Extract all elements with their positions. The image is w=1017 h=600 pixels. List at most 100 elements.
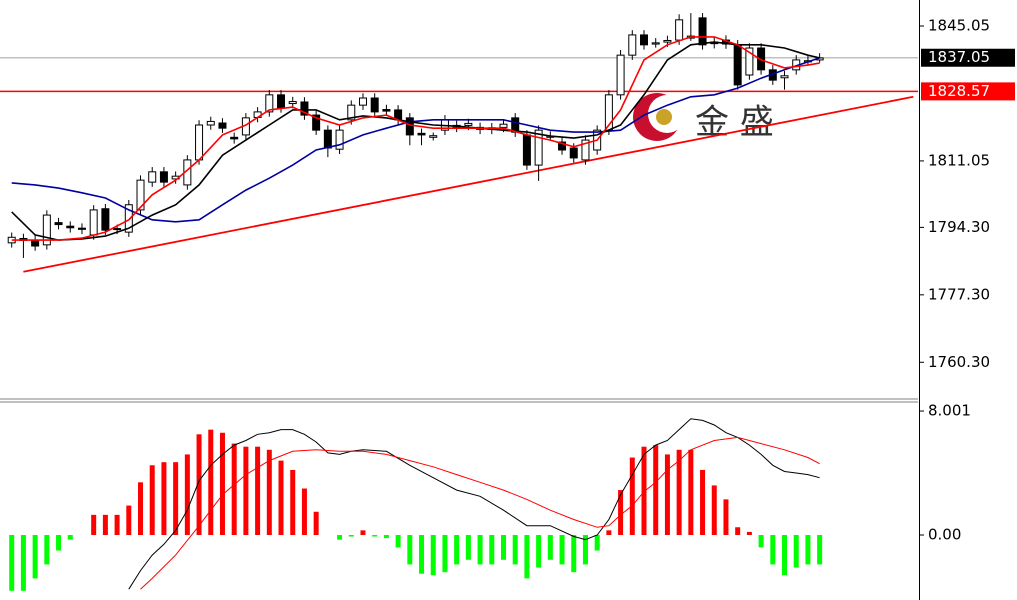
- price-label: 1828.57: [928, 82, 990, 100]
- candle-body: [733, 44, 742, 86]
- histogram-bar: [278, 460, 284, 535]
- histogram-bar: [594, 535, 600, 551]
- y-tick-label: 1777.30: [928, 285, 990, 303]
- candle-body: [499, 123, 508, 128]
- histogram-bar: [571, 535, 577, 573]
- candle-body: [780, 75, 789, 79]
- histogram-bar: [56, 535, 62, 551]
- histogram-bar: [149, 465, 155, 535]
- macd-line: [128, 418, 820, 590]
- candle-body: [640, 34, 649, 46]
- candle-body: [569, 147, 578, 159]
- candle-body: [628, 34, 637, 56]
- candle-body: [698, 17, 707, 46]
- candle-body: [464, 122, 473, 126]
- histogram-bar: [313, 511, 319, 535]
- candle-body: [417, 132, 426, 136]
- candle-body: [113, 228, 122, 231]
- candle-body: [358, 97, 367, 106]
- histogram-bar: [582, 535, 588, 565]
- histogram-bar: [430, 535, 436, 576]
- histogram-bar: [67, 535, 73, 540]
- histogram-bar: [372, 535, 378, 537]
- histogram-bar: [442, 535, 448, 573]
- candle-body: [616, 54, 625, 96]
- candle-body: [757, 47, 766, 71]
- histogram-bar: [489, 535, 495, 565]
- candle-body: [558, 141, 567, 151]
- trendline: [23, 95, 914, 273]
- watermark: 金 盛: [695, 103, 774, 143]
- histogram-bar: [805, 535, 811, 565]
- histogram-bar: [547, 535, 553, 560]
- histogram-bar: [126, 505, 132, 535]
- y-tick-label: 1760.30: [928, 353, 990, 371]
- candle-body: [651, 42, 660, 45]
- histogram-bar: [641, 446, 647, 535]
- histogram-bar: [618, 490, 624, 535]
- histogram-bar: [735, 527, 741, 535]
- candle-body: [206, 120, 215, 126]
- y-tick-label: 8.001: [928, 402, 971, 420]
- histogram-bar: [688, 449, 694, 535]
- candle-body: [89, 209, 98, 236]
- candle-body: [370, 97, 379, 113]
- histogram-bar: [559, 535, 565, 565]
- histogram-bar: [102, 514, 108, 535]
- histogram-bar: [138, 482, 144, 535]
- histogram-bar: [301, 488, 307, 535]
- histogram-bar: [32, 535, 38, 579]
- histogram-bar: [337, 535, 343, 540]
- histogram-bar: [817, 535, 823, 565]
- histogram-bar: [746, 531, 752, 535]
- histogram-bar: [290, 469, 296, 535]
- candle-body: [534, 129, 543, 166]
- candle-body: [675, 19, 684, 41]
- logo-dot: [656, 109, 672, 125]
- histogram-bar: [653, 445, 659, 535]
- candle-body: [195, 124, 204, 161]
- candle-body: [148, 171, 157, 183]
- histogram-bar: [711, 485, 717, 535]
- candle-body: [136, 179, 145, 211]
- y-tick-label: 1845.05: [928, 16, 990, 34]
- histogram-bar: [419, 535, 425, 574]
- candle-body: [77, 227, 86, 230]
- histogram-bar: [500, 535, 506, 560]
- price-label: 1837.05: [928, 48, 990, 66]
- y-tick-label: 1794.30: [928, 218, 990, 236]
- candle-body: [66, 225, 75, 229]
- candle-body: [405, 117, 414, 136]
- histogram-bar: [161, 462, 167, 535]
- histogram-bar: [536, 535, 542, 568]
- histogram-bar: [91, 514, 97, 535]
- candle-body: [124, 204, 133, 233]
- histogram-bar: [524, 535, 530, 579]
- candle-body: [429, 135, 438, 138]
- histogram-bar: [700, 469, 706, 535]
- histogram-bar: [676, 449, 682, 535]
- histogram-bar: [255, 446, 261, 535]
- candle-body: [382, 109, 391, 112]
- price-label-box: [921, 48, 1015, 67]
- y-tick-label: 1811.05: [928, 151, 990, 169]
- histogram-bar: [219, 432, 225, 535]
- candle-body: [218, 122, 227, 129]
- histogram-bar: [407, 535, 413, 565]
- candle-body: [54, 222, 63, 226]
- candle-body: [312, 114, 321, 131]
- candle-body: [42, 214, 51, 246]
- histogram-bar: [196, 434, 202, 535]
- histogram-bar: [465, 535, 471, 560]
- histogram-bar: [664, 454, 670, 535]
- histogram-bar: [723, 499, 729, 535]
- histogram-bar: [512, 535, 518, 565]
- histogram-bar: [266, 449, 272, 535]
- histogram-bar: [44, 535, 50, 565]
- candle-body: [323, 129, 332, 149]
- histogram-bar: [793, 535, 799, 568]
- histogram-bar: [770, 535, 776, 565]
- price-label-box: [921, 82, 1015, 101]
